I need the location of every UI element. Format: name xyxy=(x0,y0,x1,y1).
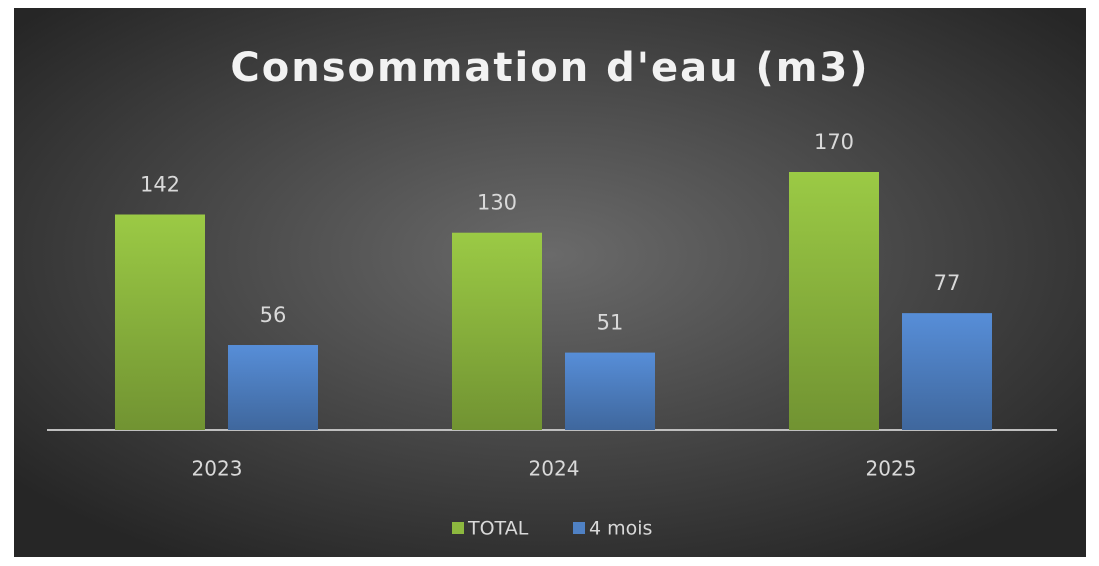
x-tick-label: 2025 xyxy=(866,457,917,481)
bar xyxy=(115,214,205,430)
data-label: 142 xyxy=(140,172,180,196)
legend-swatch xyxy=(573,522,585,534)
data-label: 77 xyxy=(934,271,961,295)
data-label: 130 xyxy=(477,191,517,215)
bar xyxy=(902,313,992,430)
bar xyxy=(565,352,655,430)
data-label: 170 xyxy=(814,130,854,154)
x-tick-label: 2024 xyxy=(529,457,580,481)
legend-swatch xyxy=(452,522,464,534)
bar xyxy=(452,232,542,430)
chart-title: Consommation d'eau (m3) xyxy=(230,45,869,91)
data-label: 56 xyxy=(260,303,287,327)
data-label: 51 xyxy=(597,311,624,335)
x-tick-label: 2023 xyxy=(192,457,243,481)
bar xyxy=(789,172,879,430)
legend-label: 4 mois xyxy=(589,518,652,540)
legend-label: TOTAL xyxy=(467,518,529,540)
bar xyxy=(228,345,318,430)
